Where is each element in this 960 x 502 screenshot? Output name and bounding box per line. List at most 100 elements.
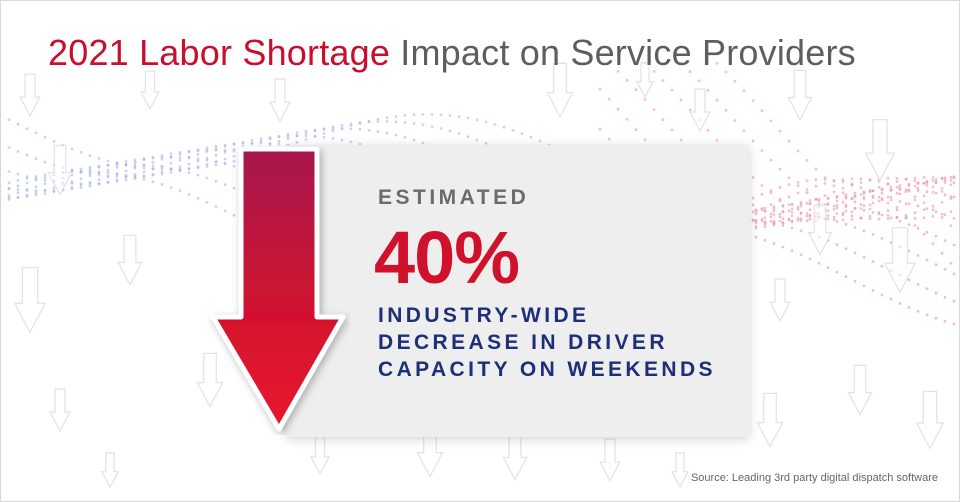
pattern-dot: [859, 216, 863, 220]
pattern-dot: [25, 188, 29, 192]
pattern-dot: [79, 186, 83, 190]
pattern-dot: [808, 257, 812, 261]
pattern-dot: [895, 180, 899, 183]
pattern-dot: [196, 149, 200, 153]
pattern-dot: [889, 195, 893, 199]
pattern-dot: [88, 184, 92, 188]
pattern-dot: [529, 135, 533, 139]
pattern-dot: [787, 209, 791, 213]
ghost-arrow: [915, 390, 945, 450]
pattern-dot: [670, 88, 674, 92]
pattern-dot: [880, 213, 884, 217]
pattern-dot: [331, 137, 335, 140]
pattern-dot: [832, 190, 836, 194]
ghost-arrow: [787, 69, 813, 121]
pattern-dot: [940, 201, 944, 204]
pattern-dot: [772, 205, 776, 209]
pattern-dot: [754, 212, 758, 216]
pattern-dot: [754, 218, 758, 222]
pattern-dot: [232, 142, 236, 146]
pattern-dot: [862, 204, 866, 208]
pattern-dot: [826, 214, 830, 218]
pattern-dot: [781, 217, 785, 221]
pattern-dot: [769, 119, 773, 123]
pattern-dot: [70, 186, 74, 189]
pattern-dot: [16, 150, 20, 153]
pattern-dot: [751, 210, 755, 214]
pattern-dot: [79, 177, 83, 181]
pattern-dot: [754, 225, 758, 228]
pattern-dot: [205, 156, 209, 160]
pattern-dot: [790, 210, 794, 214]
pattern-dot: [88, 154, 92, 158]
pattern-dot: [835, 243, 839, 247]
pattern-dot: [160, 165, 164, 169]
pattern-dot: [724, 108, 728, 112]
pattern-dot: [52, 186, 56, 190]
pattern-dot: [223, 157, 227, 161]
pattern-dot: [769, 158, 773, 162]
pattern-dot: [394, 133, 398, 137]
pattern-dot: [922, 232, 926, 236]
pattern-dot: [922, 175, 926, 179]
pattern-dot: [826, 209, 830, 213]
pattern-dot: [43, 188, 47, 192]
pattern-dot: [178, 156, 182, 159]
pattern-dot: [877, 185, 881, 189]
pattern-dot: [295, 134, 299, 138]
pattern-dot: [904, 202, 908, 206]
pattern-dot: [895, 208, 899, 212]
pattern-dot: [97, 170, 101, 174]
pattern-dot: [178, 165, 182, 169]
pattern-dot: [943, 213, 947, 217]
pattern-dot: [904, 215, 908, 219]
pattern-dot: [322, 135, 326, 139]
pattern-dot: [25, 153, 29, 157]
pattern-dot: [826, 217, 830, 221]
ghost-arrow: [196, 352, 224, 408]
pattern-dot: [871, 196, 875, 200]
pattern-dot: [142, 170, 146, 174]
pattern-dot: [115, 163, 119, 167]
pattern-dot: [43, 178, 47, 182]
pattern-dot: [322, 127, 326, 131]
pattern-dot: [925, 184, 929, 187]
pattern-dot: [943, 176, 947, 180]
pattern-dot: [760, 217, 764, 221]
pattern-dot: [7, 170, 11, 173]
pattern-dot: [853, 251, 857, 255]
pattern-dot: [16, 179, 20, 182]
pattern-dot: [889, 198, 893, 202]
pattern-dot: [916, 226, 920, 230]
pattern-dot: [511, 128, 515, 132]
pattern-dot: [205, 176, 209, 180]
pattern-dot: [844, 247, 848, 251]
pattern-dot: [304, 129, 308, 133]
pattern-dot: [598, 127, 602, 131]
pattern-dot: [814, 184, 818, 188]
pattern-dot: [124, 163, 128, 166]
pattern-dot: [124, 173, 128, 177]
pattern-dot: [952, 272, 956, 276]
ghost-arrow: [883, 227, 917, 294]
pattern-dot: [250, 138, 254, 142]
pattern-dot: [943, 295, 947, 299]
pattern-dot: [949, 197, 953, 201]
pattern-dot: [607, 61, 611, 65]
pattern-dot: [457, 115, 461, 118]
pattern-dot: [43, 176, 47, 179]
pattern-dot: [781, 245, 785, 249]
pattern-dot: [0, 190, 2, 194]
pattern-dot: [178, 169, 182, 172]
pattern-dot: [907, 188, 911, 192]
pattern-dot: [844, 205, 848, 209]
pattern-dot: [643, 98, 647, 101]
pattern-dot: [133, 166, 137, 170]
pattern-dot: [358, 127, 362, 131]
pattern-dot: [832, 218, 836, 222]
ghost-arrow: [546, 62, 574, 118]
pattern-dot: [787, 195, 791, 199]
ghost-arrow-pattern: [13, 62, 945, 489]
pattern-dot: [706, 128, 710, 132]
pattern-dot: [70, 180, 74, 184]
